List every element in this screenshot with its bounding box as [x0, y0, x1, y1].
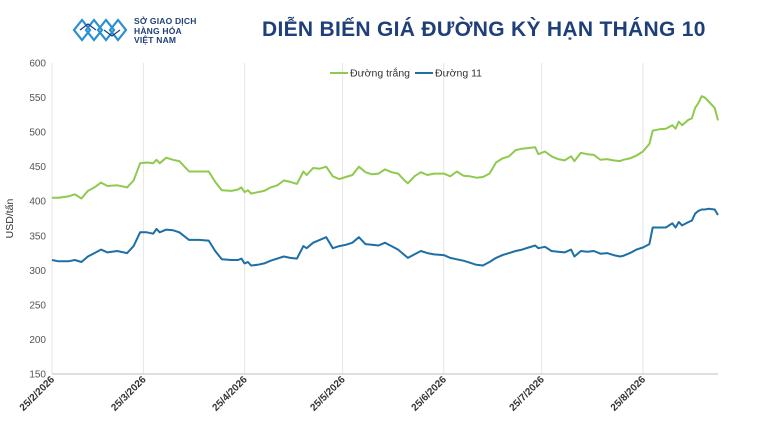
x-tick-label: 25/6/2026 [410, 374, 450, 414]
series-line-2 [51, 207, 719, 267]
y-tick-label: 300 [29, 266, 46, 277]
exchange-logo-icon [72, 18, 128, 42]
y-tick-label: 500 [29, 128, 46, 139]
chart-title: DIỄN BIẾN GIÁ ĐƯỜNG KỲ HẠN THÁNG 10 [262, 18, 706, 41]
logo-line-2: HÀNG HÓA [134, 25, 182, 36]
y-tick-label: 250 [29, 300, 46, 311]
grid-lines [51, 63, 644, 374]
y-tick-label: 550 [29, 93, 46, 104]
y-tick-label: 150 [29, 370, 46, 381]
y-tick-label: 450 [29, 162, 46, 173]
y-axis-label: USD/tấn [4, 199, 16, 239]
legend-label: Đường trắng [350, 67, 410, 80]
series-lines [51, 95, 719, 267]
series-line-1 [52, 95, 719, 200]
y-tick-label: 200 [29, 335, 46, 346]
logo-line-1: SỞ GIAO DỊCH [134, 16, 197, 26]
y-tick-label: 600 [29, 59, 46, 70]
x-tick-label: 25/8/2026 [609, 374, 649, 414]
x-tick-label: 25/5/2026 [308, 374, 348, 414]
legend-label: Đường 11 [435, 68, 482, 80]
logo-text: SỞ GIAO DỊCH HÀNG HÓA VIỆT NAM [134, 16, 197, 46]
y-tick-label: 350 [29, 231, 46, 242]
logo-line-3: VIỆT NAM [134, 35, 177, 45]
x-tick-label: 25/7/2026 [508, 374, 548, 414]
x-tick-label: 25/3/2026 [109, 374, 149, 414]
x-tick-label: 25/4/2026 [210, 374, 250, 414]
header: SỞ GIAO DỊCH HÀNG HÓA VIỆT NAM DIỄN BIẾN… [0, 0, 777, 62]
y-tick-label: 400 [29, 197, 46, 208]
legend: Đường trắng Đường 11 [330, 67, 482, 80]
